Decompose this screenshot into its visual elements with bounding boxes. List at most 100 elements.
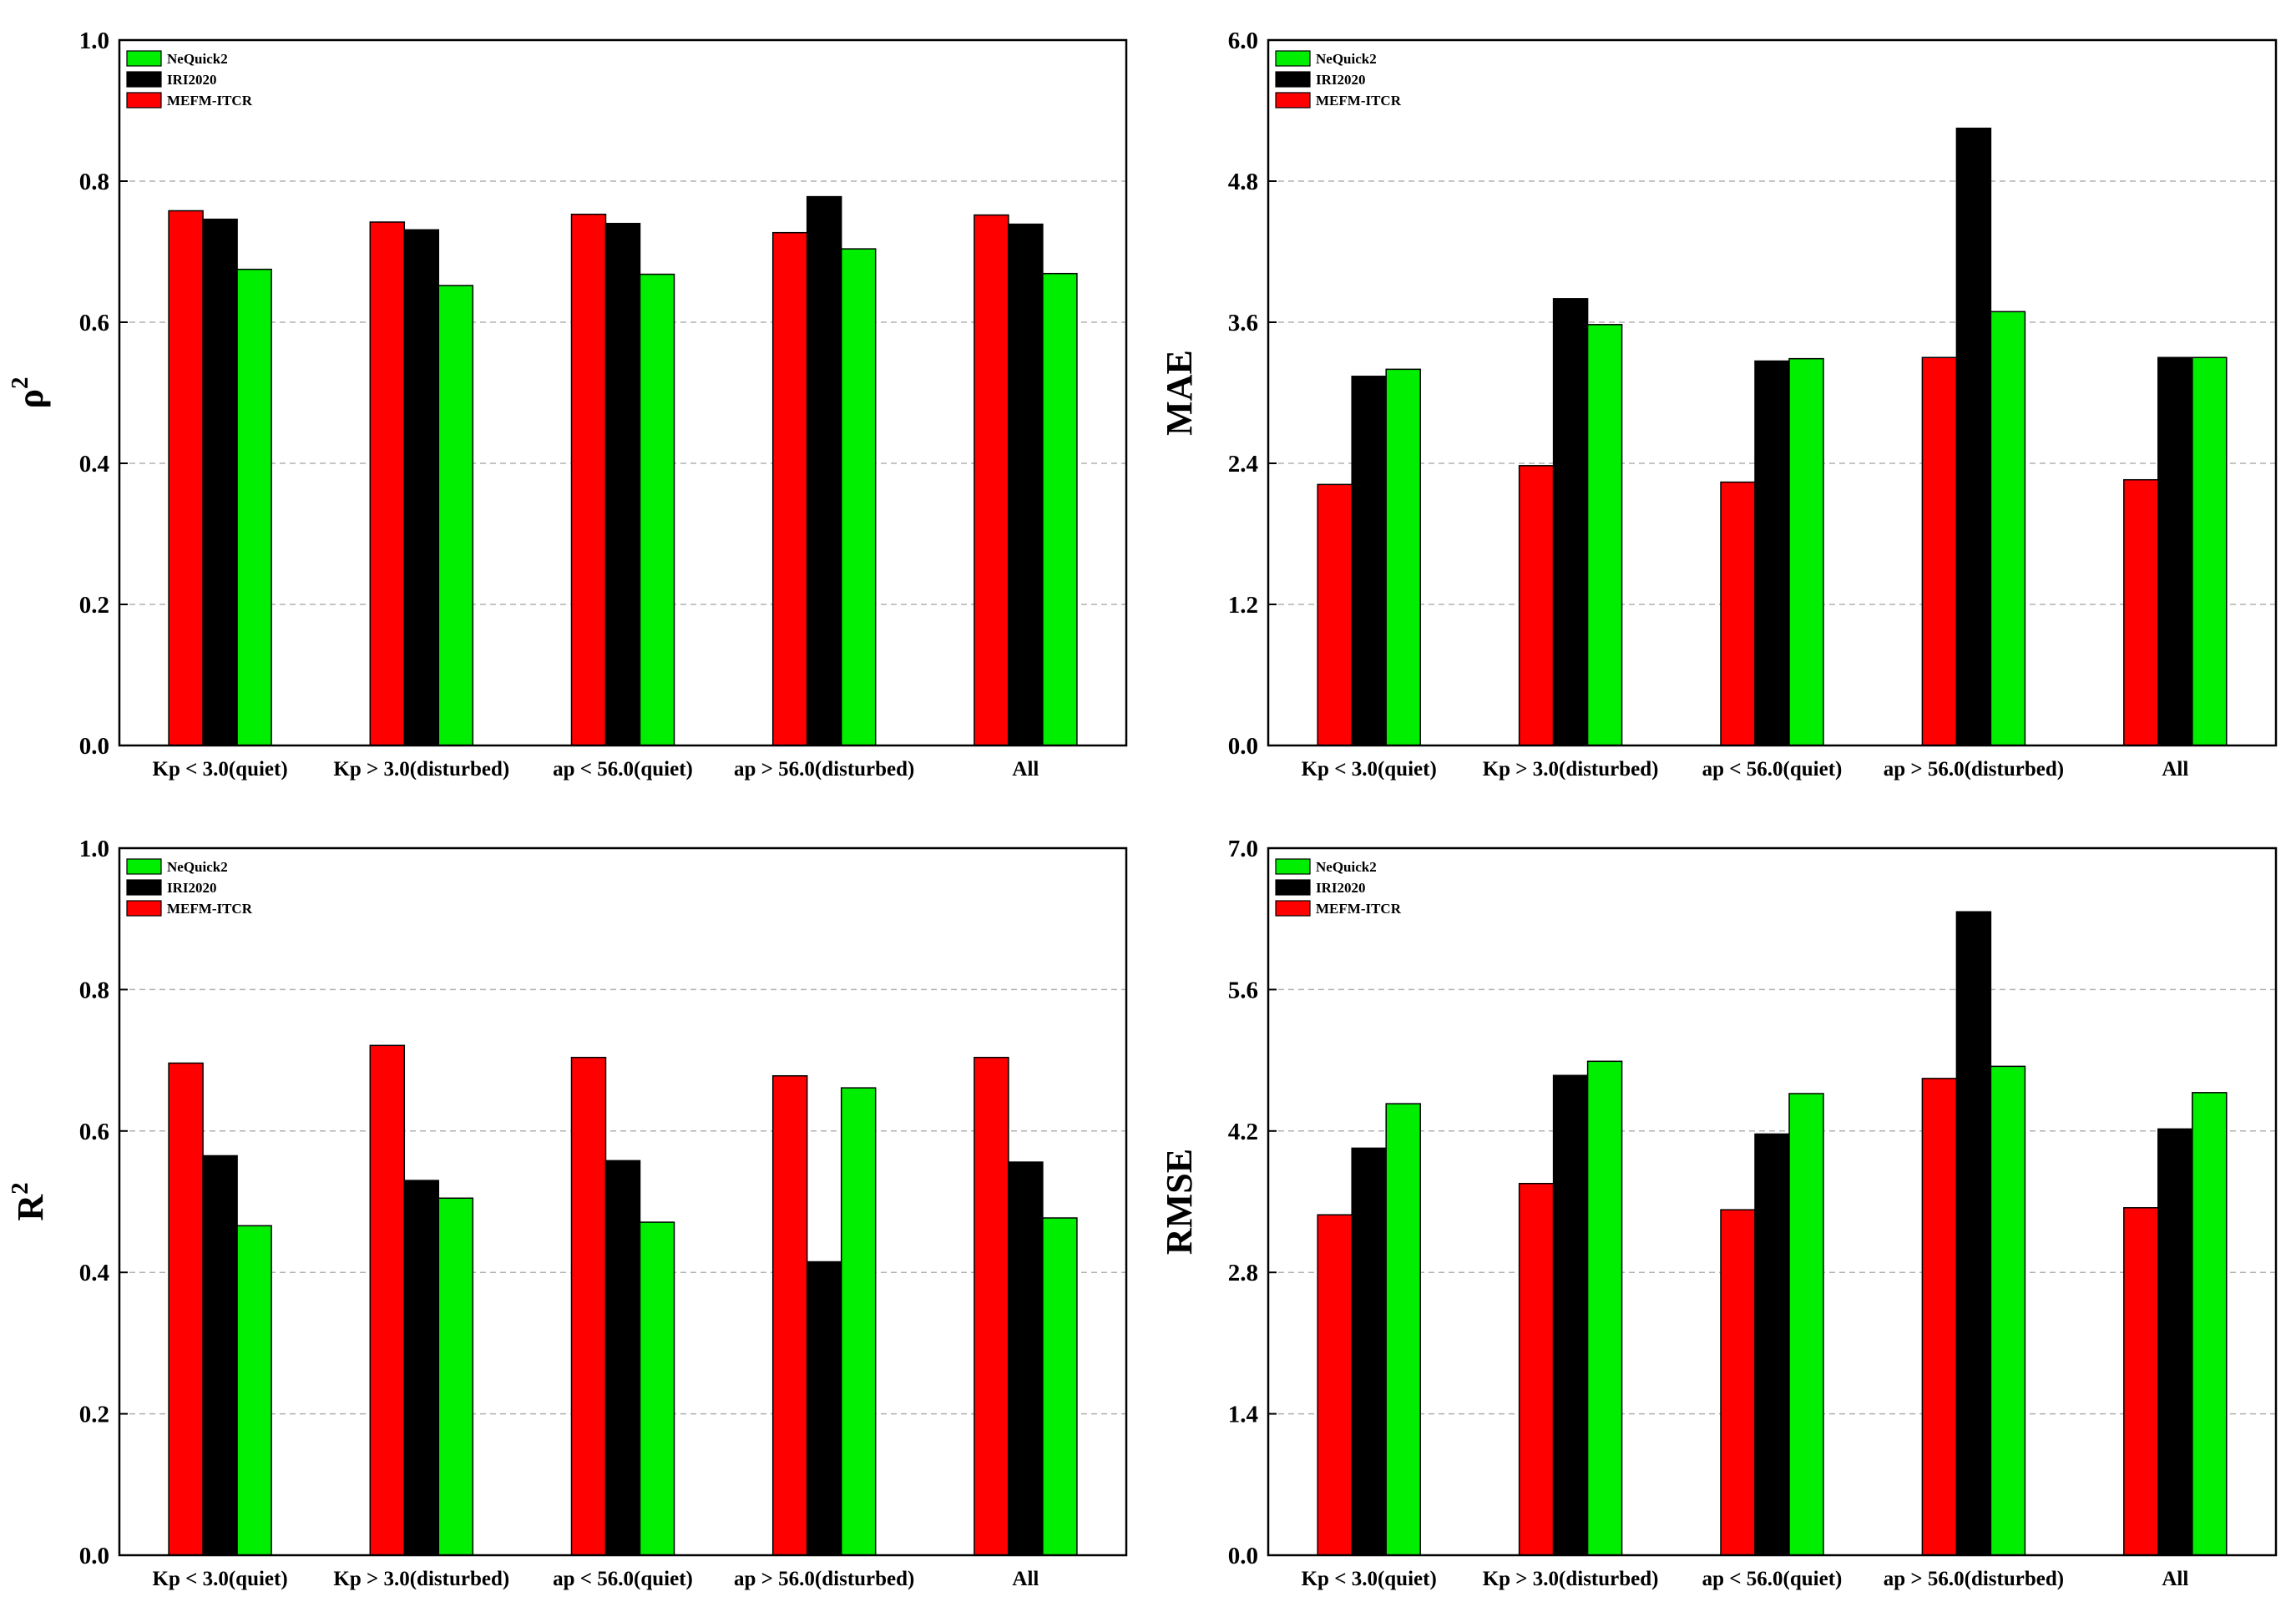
plot-frame [118,38,1128,747]
legend-label-nequick2: NeQuick2 [167,51,228,67]
bar-mefm-itcr-kp-3-0-disturbed [1518,465,1555,746]
bar-nequick2-ap-56-0-disturbed [1990,311,2026,746]
x-tick-label: ap < 56.0(quiet) [553,758,693,781]
x-tick-label: ap < 56.0(quiet) [553,1568,693,1590]
bar-nequick2-all [1042,1217,1078,1556]
y-axis-title-main: RMSE [1159,1149,1200,1255]
bar-nequick2-ap-56-0-quiet [639,1221,675,1556]
bar-nequick2-kp-3-0-quiet [1385,368,1421,746]
x-tick-label: Kp < 3.0(quiet) [153,758,288,781]
bar-mefm-itcr-ap-56-0-disturbed [1921,1078,1958,1556]
x-tick-label: ap > 56.0(disturbed) [734,758,914,781]
legend-swatch-iri2020 [126,71,162,88]
y-axis-title: MAE [1159,350,1200,436]
bar-nequick2-kp-3-0-quiet [236,268,272,746]
legend-swatch-mefm-itcr [126,900,162,917]
bar-nequick2-kp-3-0-disturbed [437,1197,474,1556]
y-tick-label: 1.4 [1228,1402,1258,1428]
y-axis-title-main: MAE [1159,350,1200,436]
plot-frame [1267,846,2278,1557]
bar-mefm-itcr-all [2123,1207,2159,1556]
bar-mefm-itcr-ap-56-0-quiet [1720,1209,1756,1556]
chart-panel-3: 0.0 0.2 0.4 0.6 0.8 1.0 Kp < 3.0(quiet) Kp > 3.… [7,836,1128,1590]
x-tick-label: Kp < 3.0(quiet) [1302,758,1437,781]
bar-nequick2-all [1042,272,1078,746]
y-tick-label: 3.6 [1228,310,1258,336]
y-axis-title-superscript: 2 [7,1182,33,1195]
bar-iri2020-ap-56-0-disturbed [806,1261,842,1556]
x-tick-label: All [1012,1568,1039,1590]
y-axis-title-main: ρ [10,389,51,409]
bar-nequick2-ap-56-0-disturbed [840,1087,877,1556]
x-tick-label: ap > 56.0(disturbed) [734,1568,914,1590]
y-tick-label: 1.0 [79,836,109,862]
bar-nequick2-ap-56-0-disturbed [1990,1065,2026,1556]
legend-swatch-nequick2 [126,858,162,875]
bar-mefm-itcr-kp-3-0-quiet [168,1062,204,1556]
y-axis-title: RMSE [1159,1149,1200,1255]
bar-nequick2-all [2192,1092,2228,1556]
legend-label-mefm-itcr: MEFM-ITCR [1316,901,1402,917]
bar-iri2020-ap-56-0-disturbed [806,195,842,746]
legend-label-iri2020: IRI2020 [1316,880,1366,896]
legend-swatch-iri2020 [126,879,162,896]
bar-nequick2-kp-3-0-disturbed [437,285,474,746]
bar-iri2020-kp-3-0-quiet [202,1155,238,1556]
legend-swatch-iri2020 [1275,71,1311,88]
legend-swatch-iri2020 [1275,879,1311,896]
y-tick-label: 0.6 [79,1119,109,1145]
bar-nequick2-kp-3-0-quiet [1385,1103,1421,1556]
x-tick-label: ap > 56.0(disturbed) [1884,1568,2064,1590]
x-tick-label: Kp > 3.0(disturbed) [1483,758,1659,781]
bar-mefm-itcr-ap-56-0-disturbed [771,231,808,746]
y-tick-label: 1.2 [1228,592,1258,619]
y-tick-label: 0.2 [79,592,109,619]
bar-nequick2-kp-3-0-quiet [236,1225,272,1556]
y-tick-label: 0.8 [79,169,109,195]
bar-nequick2-ap-56-0-quiet [1788,357,1824,746]
bar-mefm-itcr-kp-3-0-quiet [168,210,204,746]
x-tick-label: All [1012,758,1039,781]
plot-frame [1267,38,2278,747]
legend-label-iri2020: IRI2020 [1316,72,1366,88]
chart-panel-2: 0.0 1.2 2.4 3.6 4.8 6.0 Kp < 3.0(quiet) Kp > 3.… [1159,28,2278,781]
bar-iri2020-kp-3-0-disturbed [1552,298,1589,746]
x-tick-label: ap > 56.0(disturbed) [1884,758,2064,781]
bar-mefm-itcr-kp-3-0-disturbed [369,221,406,746]
bar-iri2020-kp-3-0-quiet [1351,376,1387,746]
chart-panel-4: 0.0 1.4 2.8 4.2 5.6 7.0 Kp < 3.0(quiet) Kp > 3.… [1159,836,2278,1590]
y-tick-label: 0.6 [79,310,109,336]
y-axis-title-main: R [10,1194,51,1221]
bar-iri2020-kp-3-0-disturbed [1552,1074,1589,1556]
chart-panel-1: 0.0 0.2 0.4 0.6 0.8 1.0 Kp < 3.0(quiet) Kp > 3.… [7,28,1128,781]
bar-nequick2-ap-56-0-disturbed [840,248,877,746]
legend-swatch-mefm-itcr [1275,92,1311,109]
bar-iri2020-kp-3-0-disturbed [403,1180,440,1556]
y-tick-label: 4.2 [1228,1119,1258,1145]
bar-mefm-itcr-all [974,1056,1009,1556]
y-tick-label: 6.0 [1228,28,1258,54]
bar-iri2020-ap-56-0-quiet [1754,360,1790,746]
y-tick-label: 0.0 [79,733,109,760]
x-tick-label: Kp > 3.0(disturbed) [333,758,509,781]
bar-mefm-itcr-ap-56-0-disturbed [771,1074,808,1556]
legend-label-iri2020: IRI2020 [167,880,217,896]
bar-nequick2-ap-56-0-quiet [1788,1093,1824,1556]
bar-mefm-itcr-ap-56-0-quiet [570,213,607,746]
bar-iri2020-kp-3-0-quiet [1351,1147,1387,1556]
y-tick-label: 0.0 [1228,1543,1258,1569]
bar-mefm-itcr-all [974,214,1009,746]
plot-frame [118,846,1128,1557]
y-tick-label: 0.8 [79,977,109,1003]
y-tick-label: 0.0 [79,1543,109,1569]
y-tick-label: 4.8 [1228,169,1258,195]
bar-iri2020-ap-56-0-disturbed [1955,911,1992,1556]
bar-nequick2-ap-56-0-quiet [639,273,675,746]
legend-label-iri2020: IRI2020 [167,72,217,88]
bar-iri2020-all [1008,223,1044,746]
y-tick-label: 2.8 [1228,1260,1258,1286]
y-axis-title: R2 [7,1182,51,1220]
x-tick-label: ap < 56.0(quiet) [1702,758,1843,781]
bar-iri2020-all [2157,356,2193,746]
x-tick-label: Kp > 3.0(disturbed) [1483,1568,1659,1590]
